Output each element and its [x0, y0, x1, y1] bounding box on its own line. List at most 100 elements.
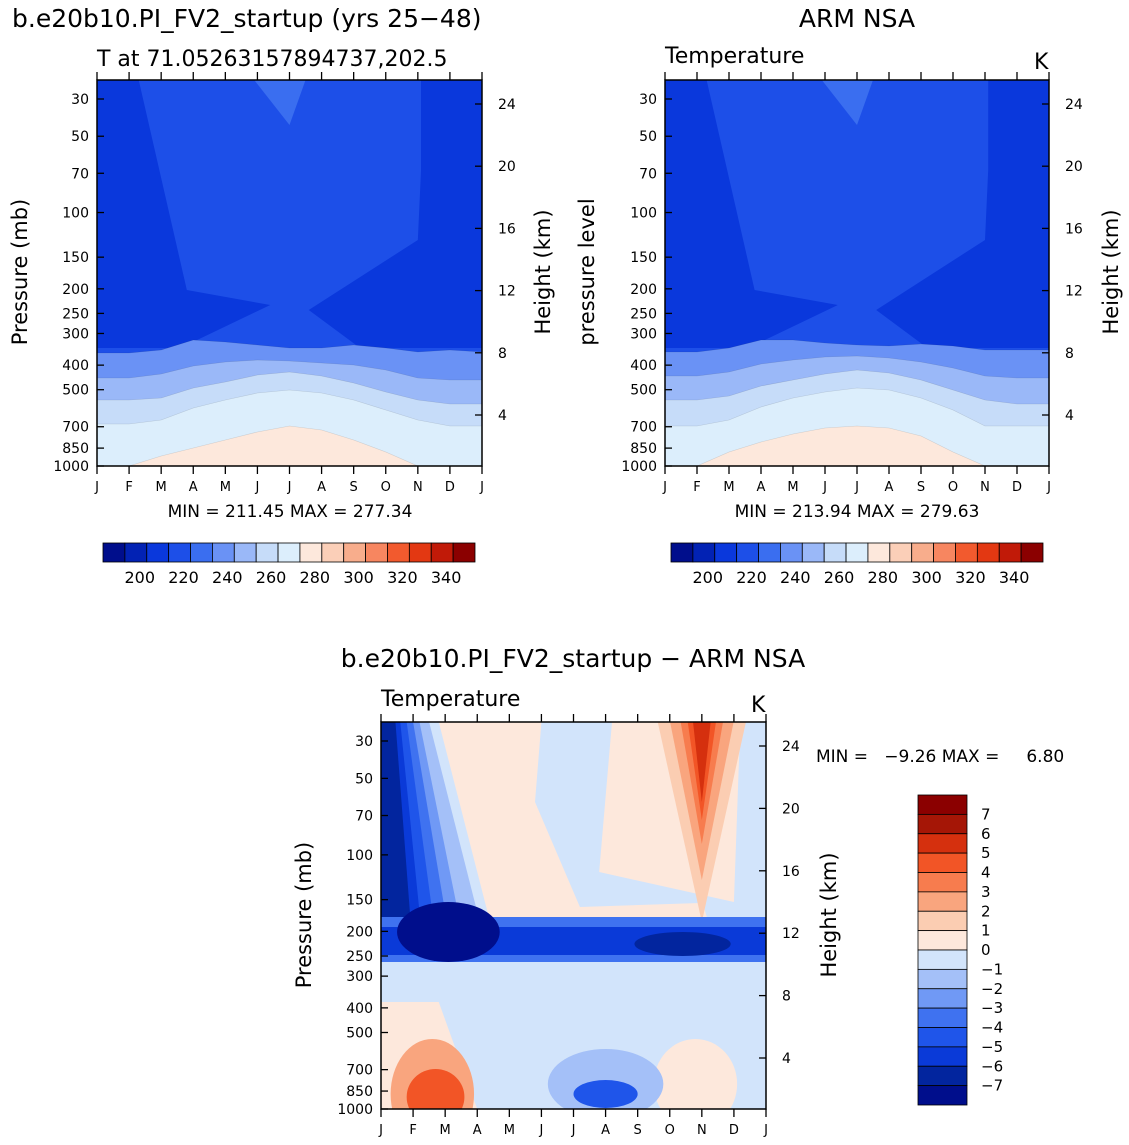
colorbar-swatch — [917, 949, 968, 970]
pressure-tick-label: 700 — [62, 420, 89, 436]
contour-band — [665, 80, 838, 348]
pressure-tick-label: 150 — [62, 250, 89, 266]
panel1-subtitle: T at 71.05263157894737,202.5 — [96, 47, 447, 72]
colorbar-label: 200 — [692, 568, 723, 587]
contour-band — [381, 722, 410, 962]
pressure-tick-label: 850 — [346, 1084, 373, 1100]
month-tick-label: S — [917, 480, 925, 495]
colorbar-label: 320 — [387, 568, 418, 587]
panel3-plot: 30 50 70 100 150 200 250 300 400 500 700 850 1000 24 2… — [337, 714, 800, 1138]
colorbar-swatch — [736, 542, 759, 563]
colorbar-swatch — [168, 542, 191, 563]
panel3-title: b.e20b10.PI_FV2_startup − ARM NSA — [341, 644, 805, 673]
panel3-units: K — [751, 693, 766, 718]
contour-band — [693, 722, 711, 802]
height-tick-label: 24 — [782, 739, 800, 755]
colorbar-label: −3 — [981, 999, 1003, 1017]
colorbar-label: 240 — [212, 568, 243, 587]
pressure-tick-label: 300 — [630, 326, 657, 342]
colorbar-swatch — [917, 1027, 968, 1048]
contour-band — [97, 425, 482, 466]
colorbar-label: 220 — [168, 568, 199, 587]
height-tick-label: 4 — [498, 408, 507, 424]
colorbar-swatch — [212, 542, 235, 563]
colorbar-label: 280 — [868, 568, 899, 587]
panel1-ylabel: Pressure (mb) — [8, 199, 32, 346]
colorbar-swatch — [917, 988, 968, 1009]
colorbar-swatch — [911, 542, 934, 563]
pressure-tick-label: 200 — [346, 924, 373, 940]
colorbar-swatch — [845, 542, 869, 563]
contour-band — [665, 425, 1049, 466]
pressure-tick-label: 100 — [630, 206, 657, 222]
month-tick-label: M — [504, 1123, 515, 1138]
colorbar-swatch — [917, 872, 968, 893]
colorbar-swatch — [917, 852, 968, 873]
month-tick-label: N — [980, 480, 990, 495]
month-tick-label: D — [1012, 480, 1022, 495]
month-tick-label: A — [885, 480, 894, 495]
month-tick-label: J — [763, 1123, 768, 1138]
height-tick-label: 20 — [782, 801, 800, 817]
panel1-colorbar: 200 220 240 260 280 300 320 340 — [102, 542, 476, 587]
pressure-tick-label: 50 — [71, 129, 89, 145]
month-tick-label: F — [409, 1123, 416, 1138]
panel2-colorbar: 200 220 240 260 280 300 320 340 — [670, 542, 1044, 587]
month-tick-label: A — [189, 480, 198, 495]
pressure-tick-label: 30 — [71, 92, 89, 108]
panel3-subtitle: Temperature — [380, 687, 520, 712]
contour-fill — [381, 722, 766, 1109]
colorbar-label: 4 — [981, 864, 991, 882]
pressure-tick-label: 850 — [630, 441, 657, 457]
colorbar-label: −7 — [981, 1077, 1003, 1095]
month-tick-label: A — [601, 1123, 610, 1138]
panel3-stats: MIN = −9.26 MAX = 6.80 — [816, 747, 1064, 767]
pressure-tick-label: 300 — [62, 326, 89, 342]
height-tick-label: 8 — [1065, 346, 1074, 362]
pressure-tick-label: 70 — [355, 809, 373, 825]
contour-band — [821, 80, 873, 125]
height-tick-label: 16 — [1065, 221, 1083, 237]
colorbar-swatch — [343, 542, 366, 563]
colorbar-label: 260 — [824, 568, 855, 587]
month-tick-label: J — [854, 480, 859, 495]
contour-band — [634, 932, 731, 956]
colorbar-swatch — [889, 542, 913, 563]
colorbar-label: 220 — [736, 568, 767, 587]
panel3-colorbar: 7 65 432 10−1 −2−3 −4−5−6 −7 — [917, 794, 1003, 1106]
month-tick-label: J — [538, 1123, 543, 1138]
pressure-tick-label: 400 — [346, 1001, 373, 1017]
colorbar-swatch — [917, 1085, 968, 1106]
pressure-tick-label: 700 — [346, 1063, 373, 1079]
height-tick-label: 12 — [498, 284, 516, 300]
colorbar-swatch — [146, 542, 170, 563]
contour-band — [397, 902, 500, 962]
panel2-stats: MIN = 213.94 MAX = 279.63 — [735, 502, 980, 522]
month-tick-label: M — [787, 480, 798, 495]
panel1-title: b.e20b10.PI_FV2_startup (yrs 25−48) — [12, 4, 481, 33]
height-tick-label: 16 — [782, 864, 800, 880]
panel3-ylabel-right: Height (km) — [817, 852, 841, 977]
colorbar-swatch — [321, 542, 345, 563]
colorbar-swatch — [917, 891, 968, 912]
pressure-tick-label: 400 — [62, 358, 89, 374]
colorbar-label: −1 — [981, 960, 1003, 978]
height-tick-label: 24 — [1065, 97, 1083, 113]
colorbar-swatch — [780, 542, 803, 563]
panel1-plot: 30 50 70 100 150 200 250 300 400 500 700 850 1000 24 2… — [53, 72, 516, 495]
panel3-ylabel: Pressure (mb) — [292, 842, 316, 989]
pressure-tick-label: 500 — [630, 383, 657, 399]
panel2-ylabel: pressure level — [575, 198, 599, 345]
colorbar-label: 300 — [343, 568, 374, 587]
colorbar-swatch — [917, 794, 968, 815]
pressure-tick-label: 250 — [630, 306, 657, 322]
month-tick-label: M — [156, 480, 167, 495]
pressure-tick-label: 1000 — [337, 1102, 373, 1118]
pressure-tick-label: 30 — [639, 92, 657, 108]
month-tick-label: F — [693, 480, 700, 495]
colorbar-label: 5 — [981, 844, 991, 862]
colorbar-swatch — [102, 542, 126, 563]
pressure-tick-label: 250 — [346, 949, 373, 965]
colorbar-swatch — [452, 542, 476, 563]
colorbar-label: 280 — [300, 568, 331, 587]
